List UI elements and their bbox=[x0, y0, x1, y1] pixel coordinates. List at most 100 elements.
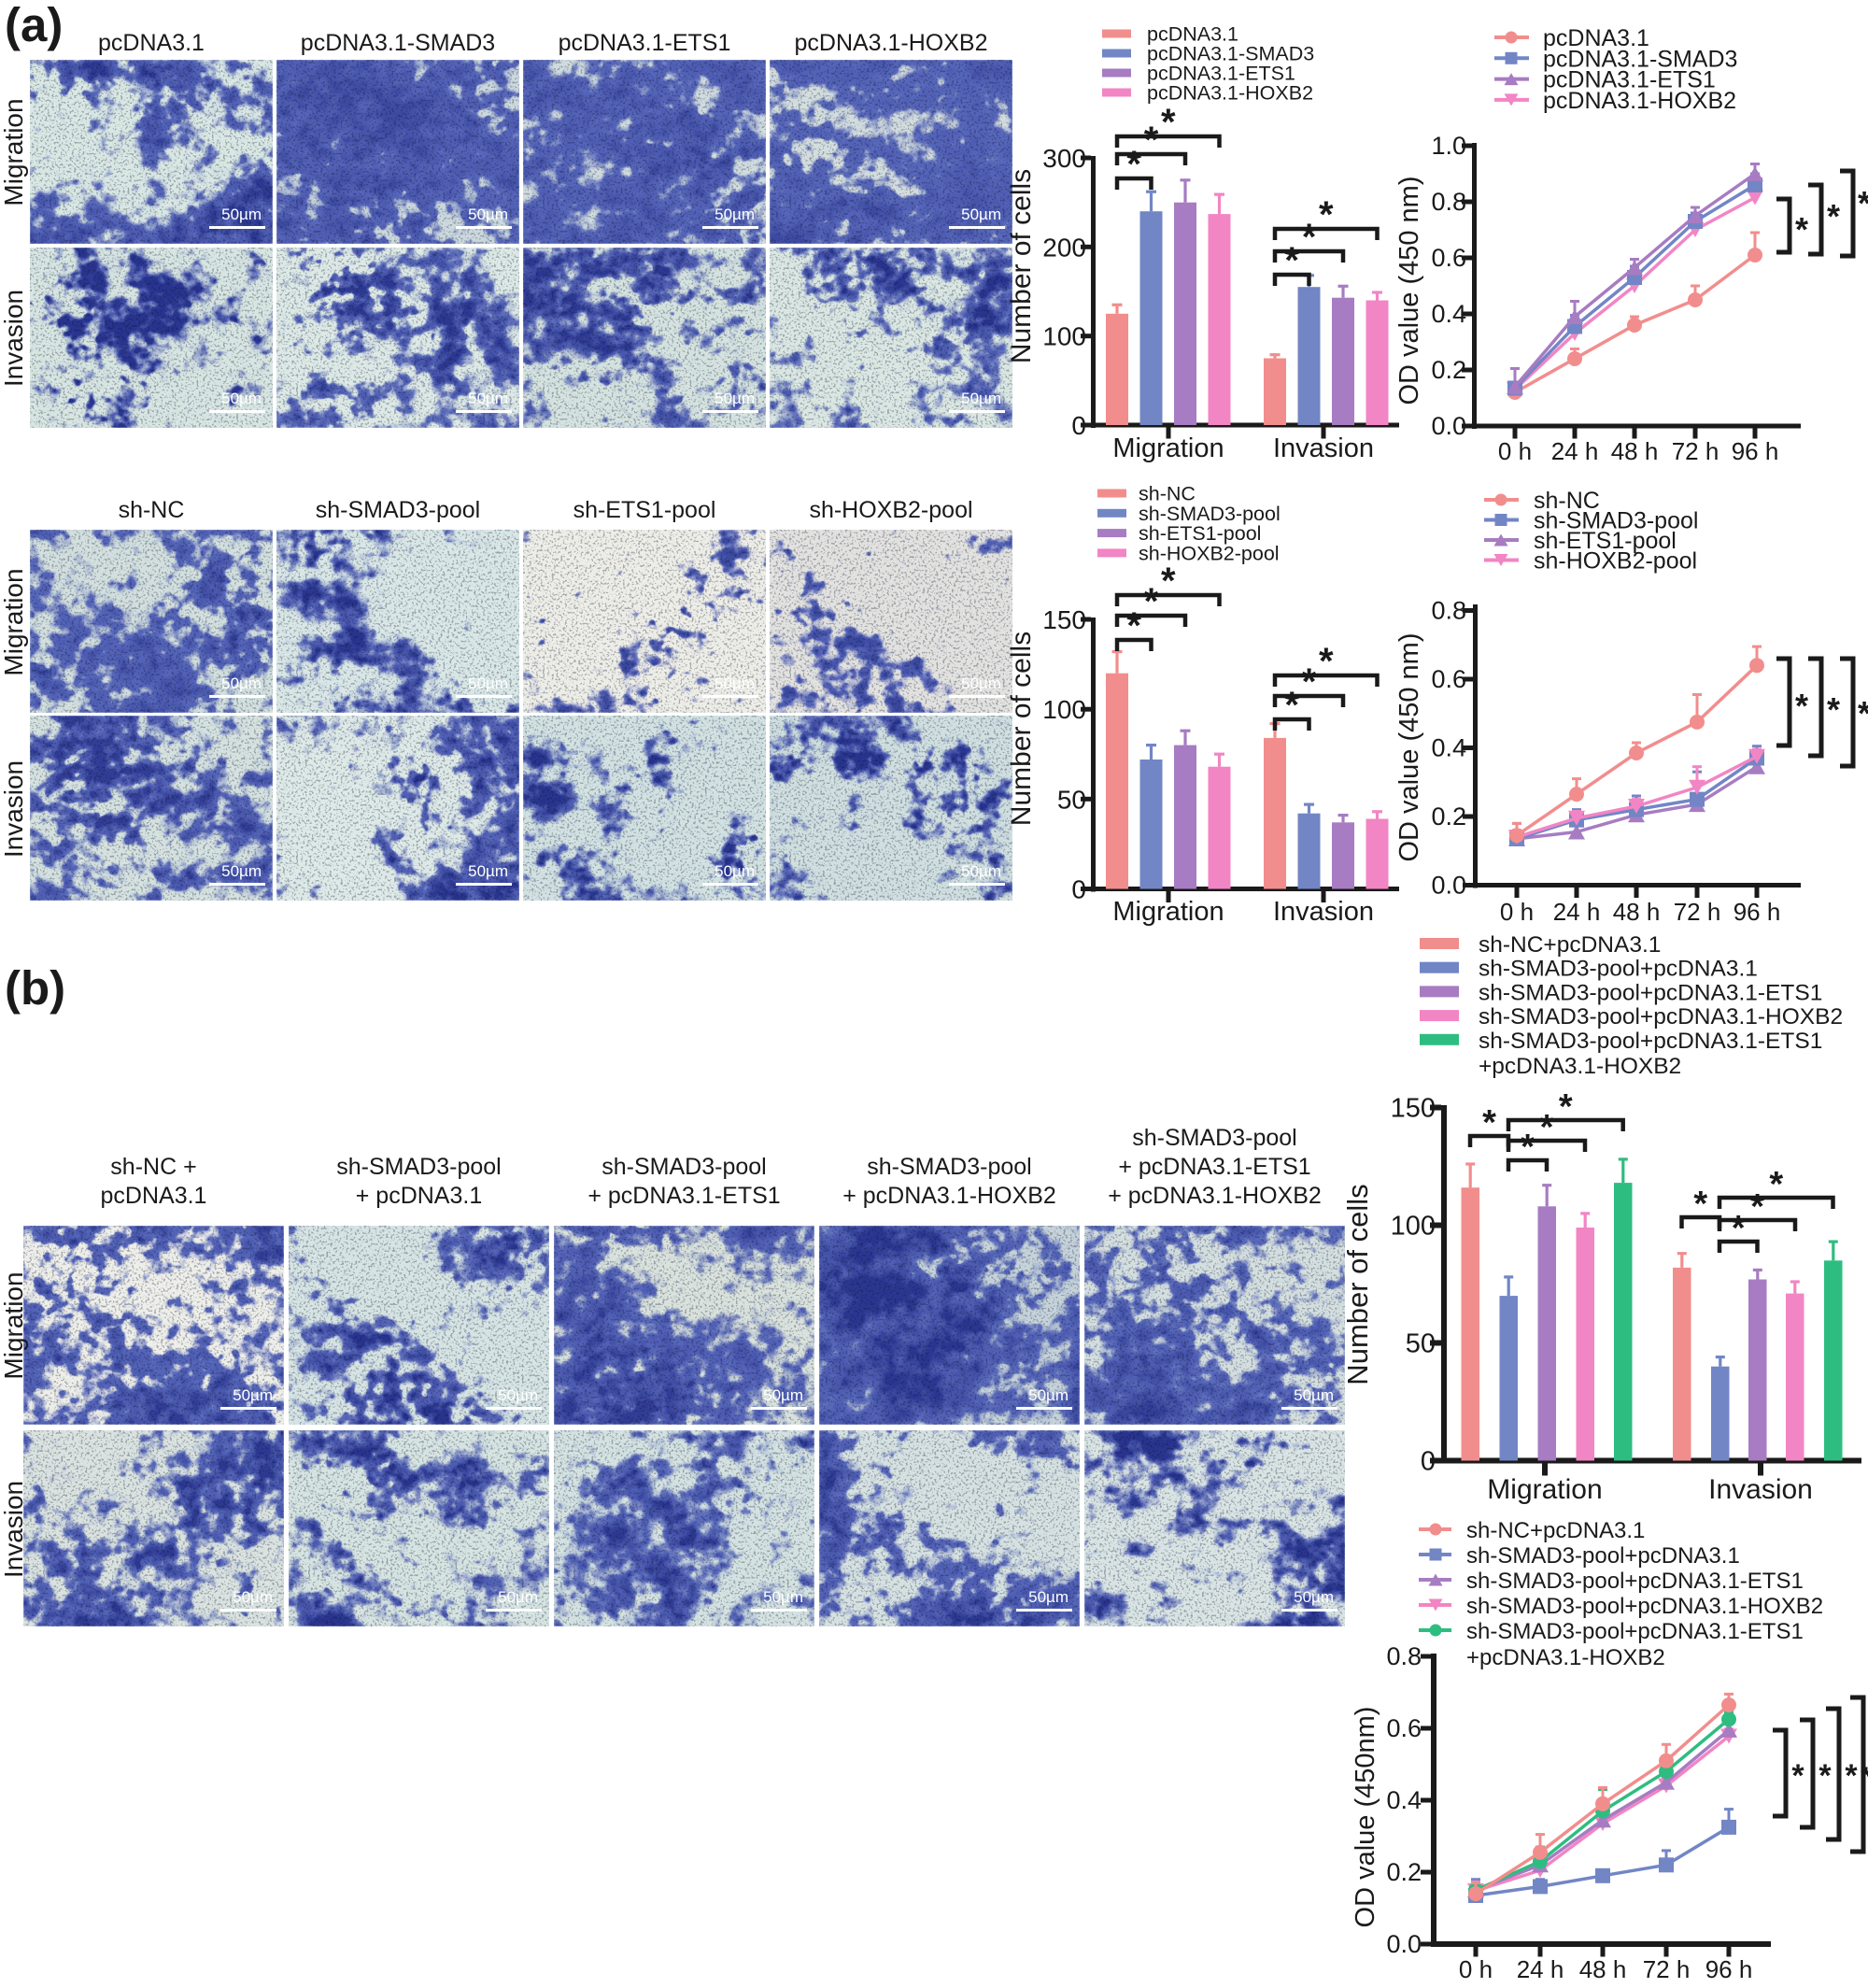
svg-text:0.6: 0.6 bbox=[1431, 244, 1466, 272]
svg-text:300: 300 bbox=[1042, 144, 1086, 173]
svg-text:50µm: 50µm bbox=[1294, 1588, 1334, 1606]
svg-text:*: * bbox=[1795, 687, 1808, 725]
svg-text:50µm: 50µm bbox=[233, 1588, 273, 1606]
svg-text:pcDNA3.1-HOXB2: pcDNA3.1-HOXB2 bbox=[1543, 88, 1736, 114]
svg-text:0.6: 0.6 bbox=[1386, 1714, 1422, 1742]
svg-text:50µm: 50µm bbox=[233, 1386, 273, 1404]
svg-text:+pcDNA3.1-HOXB2: +pcDNA3.1-HOXB2 bbox=[1466, 1645, 1665, 1670]
svg-text:pcDNA3.1-SMAD3: pcDNA3.1-SMAD3 bbox=[1147, 43, 1314, 65]
svg-text:OD value (450nm): OD value (450nm) bbox=[1351, 1707, 1380, 1928]
svg-text:50: 50 bbox=[1057, 785, 1086, 814]
svg-text:50µm: 50µm bbox=[221, 862, 262, 880]
svg-text:pcDNA3.1-ETS1: pcDNA3.1-ETS1 bbox=[1543, 67, 1716, 93]
svg-text:100: 100 bbox=[1042, 695, 1086, 724]
svg-text:*: * bbox=[1791, 1758, 1804, 1794]
svg-text:0.4: 0.4 bbox=[1431, 300, 1466, 328]
svg-text:*: * bbox=[1319, 194, 1334, 235]
svg-text:Number of cells: Number of cells bbox=[1006, 632, 1037, 826]
svg-text:pcDNA3.1-HOXB2: pcDNA3.1-HOXB2 bbox=[1147, 82, 1313, 105]
svg-text:sh-HOXB2-pool: sh-HOXB2-pool bbox=[1139, 542, 1280, 564]
svg-text:50µm: 50µm bbox=[221, 674, 262, 692]
svg-text:+pcDNA3.1-HOXB2: +pcDNA3.1-HOXB2 bbox=[1479, 1054, 1681, 1079]
svg-text:0 h: 0 h bbox=[1459, 1955, 1493, 1983]
svg-text:sh-ETS1-pool: sh-ETS1-pool bbox=[1139, 522, 1261, 545]
svg-text:*: * bbox=[1732, 1209, 1746, 1248]
svg-text:50µm: 50µm bbox=[468, 206, 508, 223]
svg-text:pcDNA3.1-SMAD3: pcDNA3.1-SMAD3 bbox=[1543, 46, 1737, 72]
svg-text:50µm: 50µm bbox=[468, 390, 508, 407]
svg-text:0.2: 0.2 bbox=[1386, 1858, 1422, 1886]
svg-text:*: * bbox=[1284, 240, 1299, 281]
svg-text:0 h: 0 h bbox=[1500, 898, 1534, 926]
svg-text:sh-SMAD3-pool: sh-SMAD3-pool bbox=[1139, 503, 1281, 525]
svg-text:*: * bbox=[1161, 561, 1176, 602]
svg-text:sh-SMAD3-pool+pcDNA3.1-ETS1: sh-SMAD3-pool+pcDNA3.1-ETS1 bbox=[1479, 980, 1822, 1005]
svg-text:50µm: 50µm bbox=[221, 390, 262, 407]
svg-text:*: * bbox=[1144, 581, 1159, 622]
svg-text:50µm: 50µm bbox=[763, 1588, 803, 1606]
svg-text:1.0: 1.0 bbox=[1431, 132, 1466, 160]
svg-text:50: 50 bbox=[1406, 1329, 1436, 1359]
svg-text:*: * bbox=[1540, 1108, 1554, 1147]
svg-text:50µm: 50µm bbox=[961, 206, 1001, 223]
svg-text:sh-SMAD3-pool+pcDNA3.1: sh-SMAD3-pool+pcDNA3.1 bbox=[1466, 1543, 1740, 1569]
svg-text:50µm: 50µm bbox=[498, 1588, 538, 1606]
svg-text:Invasion: Invasion bbox=[1273, 433, 1374, 463]
svg-text:Migration: Migration bbox=[1112, 897, 1224, 927]
svg-text:200: 200 bbox=[1042, 233, 1086, 262]
svg-text:0: 0 bbox=[1071, 875, 1086, 904]
svg-text:50µm: 50µm bbox=[763, 1386, 803, 1404]
svg-text:24 h: 24 h bbox=[1551, 437, 1599, 465]
svg-text:150: 150 bbox=[1391, 1094, 1436, 1124]
svg-text:50µm: 50µm bbox=[1028, 1588, 1068, 1606]
svg-text:50µm: 50µm bbox=[961, 674, 1001, 692]
svg-text:50µm: 50µm bbox=[468, 862, 508, 880]
svg-text:50µm: 50µm bbox=[715, 390, 755, 407]
svg-text:*: * bbox=[1559, 1087, 1573, 1127]
svg-text:*: * bbox=[1693, 1185, 1707, 1224]
svg-text:50µm: 50µm bbox=[498, 1386, 538, 1404]
svg-text:*: * bbox=[1827, 197, 1840, 235]
svg-text:*: * bbox=[1845, 1758, 1858, 1794]
svg-text:72 h: 72 h bbox=[1643, 1955, 1691, 1983]
svg-text:48 h: 48 h bbox=[1613, 898, 1661, 926]
svg-text:100: 100 bbox=[1391, 1212, 1436, 1242]
svg-text:0.0: 0.0 bbox=[1431, 872, 1466, 900]
svg-text:*: * bbox=[1769, 1165, 1783, 1204]
svg-text:pcDNA3.1-ETS1: pcDNA3.1-ETS1 bbox=[1147, 63, 1295, 85]
svg-text:sh-SMAD3-pool+pcDNA3.1-HOXB2: sh-SMAD3-pool+pcDNA3.1-HOXB2 bbox=[1479, 1004, 1843, 1030]
svg-text:sh-SMAD3-pool+pcDNA3.1-ETS1: sh-SMAD3-pool+pcDNA3.1-ETS1 bbox=[1466, 1569, 1804, 1594]
svg-text:50µm: 50µm bbox=[961, 862, 1001, 880]
svg-text:0.8: 0.8 bbox=[1386, 1642, 1422, 1670]
svg-text:sh-SMAD3-pool: sh-SMAD3-pool bbox=[1534, 508, 1698, 534]
svg-text:sh-NC+pcDNA3.1: sh-NC+pcDNA3.1 bbox=[1479, 932, 1661, 958]
svg-text:0.4: 0.4 bbox=[1431, 734, 1466, 762]
svg-text:*: * bbox=[1161, 102, 1176, 143]
svg-text:96 h: 96 h bbox=[1734, 898, 1781, 926]
svg-text:sh-NC: sh-NC bbox=[1534, 488, 1600, 514]
svg-text:Number of cells: Number of cells bbox=[1341, 1184, 1374, 1384]
svg-text:150: 150 bbox=[1042, 605, 1086, 634]
svg-text:0.2: 0.2 bbox=[1431, 356, 1466, 384]
svg-text:50µm: 50µm bbox=[715, 206, 755, 223]
svg-text:*: * bbox=[1284, 685, 1299, 726]
svg-text:0.0: 0.0 bbox=[1431, 412, 1466, 440]
svg-text:sh-SMAD3-pool+pcDNA3.1: sh-SMAD3-pool+pcDNA3.1 bbox=[1479, 957, 1758, 982]
svg-text:50µm: 50µm bbox=[1294, 1386, 1334, 1404]
svg-text:50µm: 50µm bbox=[715, 862, 755, 880]
svg-text:OD value (450 nm): OD value (450 nm) bbox=[1394, 633, 1424, 862]
svg-text:72 h: 72 h bbox=[1674, 898, 1721, 926]
svg-text:sh-SMAD3-pool+pcDNA3.1-ETS1: sh-SMAD3-pool+pcDNA3.1-ETS1 bbox=[1466, 1619, 1804, 1644]
svg-text:sh-NC: sh-NC bbox=[1139, 483, 1196, 505]
svg-text:*: * bbox=[1482, 1103, 1496, 1143]
svg-text:100: 100 bbox=[1042, 322, 1086, 351]
svg-text:0 h: 0 h bbox=[1498, 437, 1532, 465]
svg-text:50µm: 50µm bbox=[1028, 1386, 1068, 1404]
svg-text:50µm: 50µm bbox=[468, 674, 508, 692]
svg-text:OD value (450 nm): OD value (450 nm) bbox=[1394, 177, 1424, 405]
svg-text:Invasion: Invasion bbox=[1708, 1474, 1813, 1505]
svg-text:Number of cells: Number of cells bbox=[1006, 169, 1037, 363]
svg-text:sh-SMAD3-pool+pcDNA3.1-HOXB2: sh-SMAD3-pool+pcDNA3.1-HOXB2 bbox=[1466, 1594, 1823, 1619]
svg-text:*: * bbox=[1861, 1762, 1868, 1793]
svg-text:sh-ETS1-pool: sh-ETS1-pool bbox=[1534, 528, 1677, 554]
